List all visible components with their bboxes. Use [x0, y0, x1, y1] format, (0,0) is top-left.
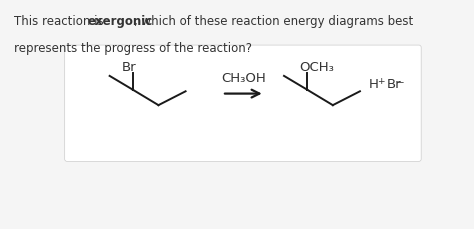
Text: represents the progress of the reaction?: represents the progress of the reaction?: [14, 42, 252, 55]
Text: H: H: [369, 77, 379, 90]
Text: OCH₃: OCH₃: [300, 60, 334, 74]
Text: Br: Br: [386, 77, 401, 90]
FancyBboxPatch shape: [64, 46, 421, 162]
Text: , which of these reaction energy diagrams best: , which of these reaction energy diagram…: [134, 14, 413, 27]
Text: exergonic: exergonic: [88, 14, 153, 27]
Text: +: +: [377, 77, 384, 86]
Text: CH₃OH: CH₃OH: [221, 72, 266, 85]
Text: Br: Br: [122, 60, 137, 74]
Text: This reaction is: This reaction is: [14, 14, 108, 27]
Text: −: −: [396, 77, 403, 86]
